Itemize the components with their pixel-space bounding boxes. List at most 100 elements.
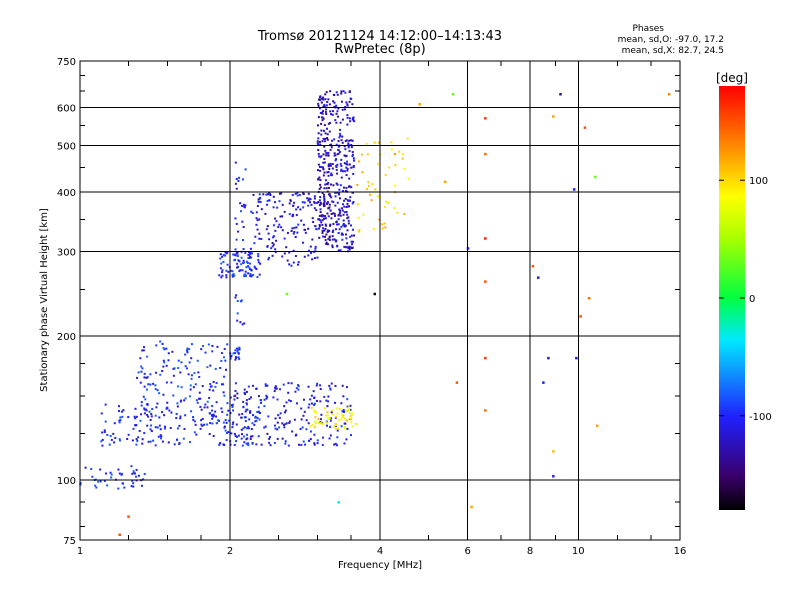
data-point [373, 292, 377, 296]
data-point [140, 484, 143, 487]
data-point [337, 231, 340, 234]
data-point [235, 294, 238, 297]
data-point [323, 145, 326, 148]
data-point [255, 211, 258, 214]
data-point [280, 192, 283, 195]
data-point [237, 434, 240, 437]
data-point [158, 424, 161, 427]
data-point [244, 204, 247, 207]
data-point [331, 238, 334, 241]
data-point [158, 416, 161, 419]
data-point [313, 195, 316, 198]
data-point [330, 143, 333, 146]
data-point [343, 245, 346, 248]
data-point [336, 172, 339, 175]
data-point [310, 406, 313, 409]
data-point [280, 226, 283, 229]
data-point [346, 427, 349, 430]
data-point [302, 241, 305, 244]
data-point [135, 468, 138, 471]
data-point [339, 249, 342, 252]
data-point [317, 132, 320, 135]
data-point [260, 443, 263, 446]
data-point [365, 142, 368, 145]
data-point [281, 229, 284, 232]
data-point [326, 414, 329, 417]
data-point [244, 168, 247, 171]
data-point [183, 399, 186, 402]
data-point [236, 348, 239, 351]
data-point [333, 214, 336, 217]
data-point [322, 227, 325, 230]
data-point [340, 164, 343, 167]
data-point [271, 241, 274, 244]
data-point [309, 201, 312, 204]
data-point [334, 228, 337, 231]
data-point [306, 197, 309, 200]
data-point [212, 413, 215, 416]
data-point [313, 433, 316, 436]
data-point [318, 227, 321, 230]
data-point [286, 231, 289, 234]
data-point [225, 252, 228, 255]
data-point [233, 432, 236, 435]
data-point [338, 228, 341, 231]
data-point [236, 319, 239, 322]
data-point [241, 239, 244, 242]
data-point [241, 412, 244, 415]
data-point [114, 436, 117, 439]
data-point [328, 130, 331, 133]
data-point [149, 373, 152, 376]
scatter-layer [79, 90, 671, 537]
data-point [257, 198, 260, 201]
data-point [159, 428, 162, 431]
data-point [245, 399, 248, 402]
data-point [316, 140, 319, 143]
x-tick-label: 8 [527, 546, 533, 557]
data-point [119, 416, 122, 419]
data-point [345, 386, 348, 389]
data-point [135, 475, 138, 478]
data-point [283, 426, 286, 429]
data-point [248, 266, 251, 269]
data-point [175, 416, 178, 419]
data-point [296, 402, 299, 405]
data-point [455, 381, 459, 384]
data-point [337, 140, 340, 143]
data-point [328, 203, 331, 206]
data-point [307, 192, 310, 195]
data-point [190, 377, 193, 380]
data-point [161, 342, 164, 345]
data-point [243, 441, 246, 444]
data-point [346, 202, 349, 205]
data-point [186, 351, 189, 354]
data-point [484, 280, 487, 283]
data-point [288, 251, 291, 254]
data-point [327, 164, 330, 167]
data-point [451, 92, 455, 96]
data-point [332, 100, 335, 103]
data-point [226, 413, 229, 416]
data-point [229, 396, 232, 399]
data-point [243, 203, 246, 206]
data-point [343, 154, 346, 157]
data-point [249, 255, 252, 258]
data-point [255, 419, 258, 422]
data-point [336, 183, 339, 186]
data-point [159, 373, 162, 376]
data-point [135, 415, 138, 418]
data-point [317, 116, 320, 119]
data-point [349, 120, 352, 123]
data-point [284, 409, 287, 412]
data-point [245, 390, 248, 393]
data-point [335, 221, 338, 224]
data-point [325, 202, 328, 205]
data-point [365, 188, 368, 191]
data-point [297, 385, 300, 388]
data-point [234, 254, 237, 257]
data-point [333, 94, 336, 97]
data-point [295, 214, 298, 217]
data-point [396, 211, 399, 214]
data-point [313, 197, 316, 200]
data-point [287, 391, 290, 394]
